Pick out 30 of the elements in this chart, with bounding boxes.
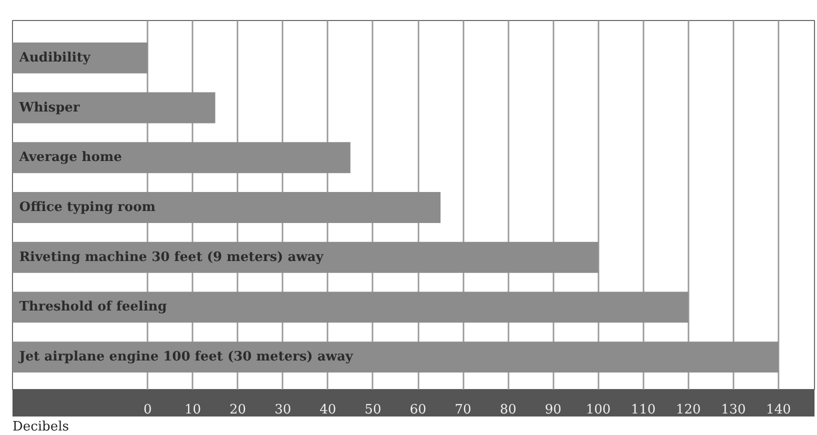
bar [12,142,350,174]
x-tick-label: 10 [184,402,201,418]
bar [12,342,778,373]
bar [12,192,441,223]
y-tick-label: Jet airplane engine 100 feet (30 meters) away [18,350,354,365]
x-tick-label: 110 [630,402,656,418]
x-tick-label: 140 [766,402,791,418]
x-tick-label: 130 [720,402,746,418]
x-axis-title: Decibels [12,420,69,434]
x-tick-label: 80 [500,402,516,418]
x-tick-label: 20 [230,402,246,418]
bar [12,42,148,74]
x-tick-label: 60 [410,402,426,418]
y-tick-label: Threshold of feeling [19,300,167,315]
y-tick-label: Office typing room [19,200,156,215]
x-tick-label: 90 [544,402,562,418]
y-tick-label: Riveting machine 30 feet (9 meters) away [19,250,324,265]
x-tick-label: 70 [454,402,472,418]
x-tick-label: 0 [144,402,152,418]
x-tick-label: 40 [320,402,336,418]
bar [12,242,598,273]
y-tick-label: Audibility [18,50,91,66]
bar [12,292,688,323]
x-tick-label: 120 [676,402,701,418]
y-tick-label: Whisper [18,100,80,116]
bar [12,92,216,124]
x-tick-label: 100 [586,402,611,418]
x-tick-label: 50 [364,402,382,418]
x-tick-label: 30 [274,402,292,418]
y-tick-label: Average home [18,150,122,166]
